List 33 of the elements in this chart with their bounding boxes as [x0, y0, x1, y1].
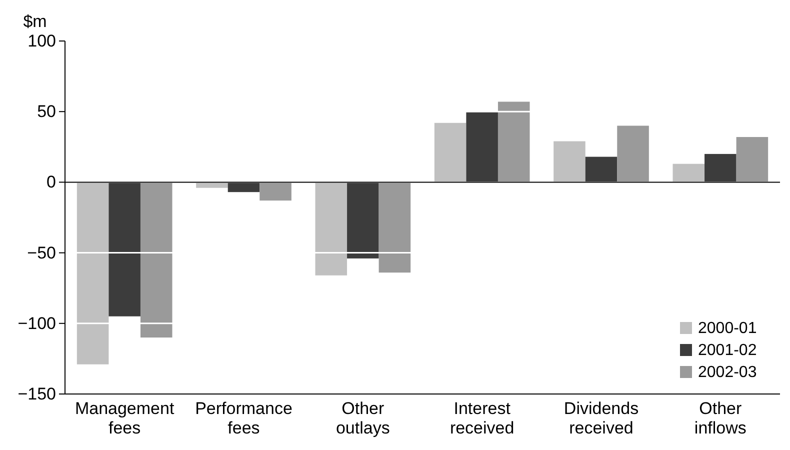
- bar: [315, 182, 348, 276]
- y-axis-title: $m: [23, 12, 47, 31]
- bar: [347, 182, 379, 258]
- bar: [228, 182, 260, 192]
- bar: [434, 122, 466, 182]
- x-tick-label: Management fees: [74, 399, 174, 438]
- x-tick-label: Other outlays: [336, 399, 390, 438]
- x-tick-label: Dividends received: [564, 399, 639, 438]
- bar: [585, 156, 618, 182]
- bar: [704, 154, 736, 182]
- y-tick-label: −50: [27, 243, 56, 262]
- bar: [76, 182, 109, 364]
- y-tick-label: −150: [18, 384, 56, 404]
- bar: [140, 182, 172, 338]
- x-tick-label: Performance fees: [195, 399, 292, 438]
- bar: [378, 182, 411, 273]
- bar: [498, 102, 530, 182]
- y-tick-label: 50: [37, 102, 56, 122]
- legend-label: 2001-02: [698, 342, 757, 359]
- x-tick-label: Other inflows: [694, 399, 746, 438]
- y-tick-label: 0: [46, 172, 56, 192]
- legend-label: 2000-01: [698, 320, 757, 337]
- bar: [466, 112, 498, 182]
- bar: [554, 141, 586, 182]
- y-tick-label: −100: [18, 314, 56, 333]
- x-tick-label: Interest received: [450, 399, 514, 438]
- bar: [260, 182, 292, 201]
- bar: [736, 137, 768, 182]
- bar: [108, 182, 140, 316]
- bar: [617, 126, 649, 182]
- legend-label: 2002-03: [698, 364, 757, 381]
- bar: [672, 164, 705, 182]
- y-tick-label: 100: [28, 31, 56, 50]
